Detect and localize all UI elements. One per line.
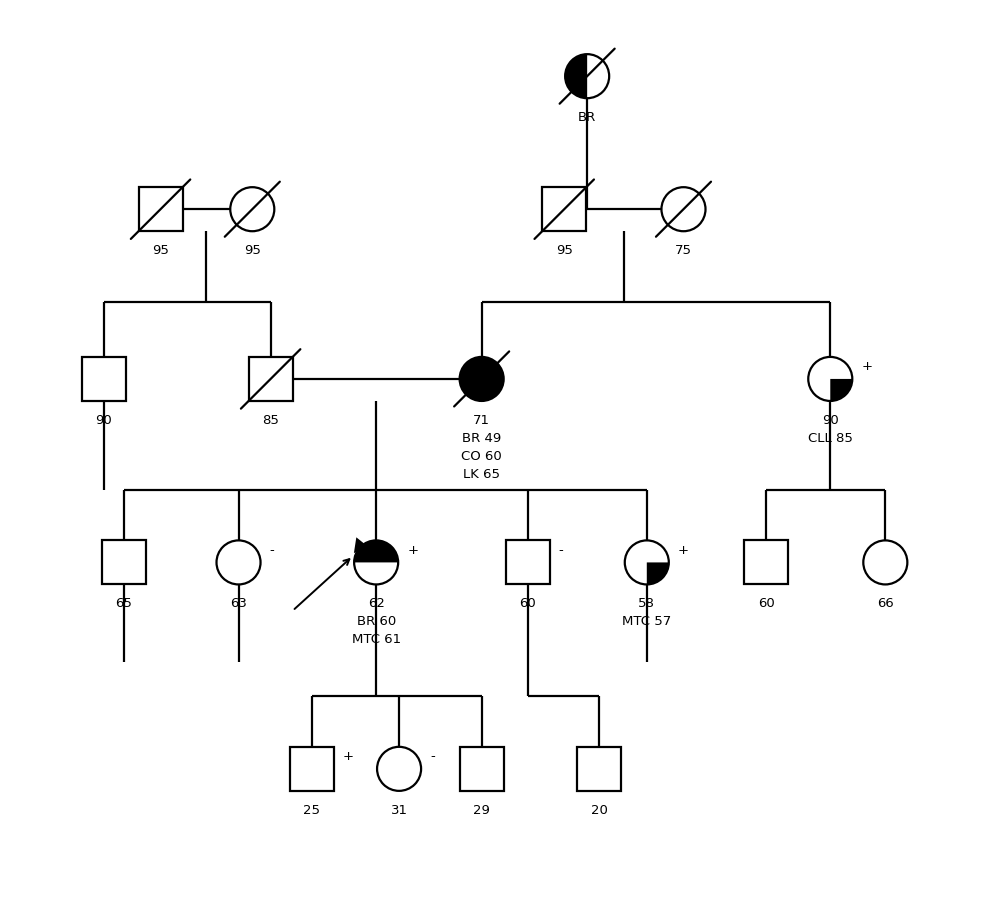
Text: 95: 95 <box>244 244 261 258</box>
Bar <box>744 540 788 584</box>
Text: 60: 60 <box>758 597 774 610</box>
Text: -: - <box>430 750 435 763</box>
Text: BR: BR <box>578 111 596 124</box>
Bar <box>290 747 334 791</box>
Bar <box>506 540 550 584</box>
Text: +: + <box>678 544 689 557</box>
Text: 58
MTC 57: 58 MTC 57 <box>622 597 671 629</box>
Text: 62
BR 60
MTC 61: 62 BR 60 MTC 61 <box>352 597 401 646</box>
Polygon shape <box>354 537 368 553</box>
Polygon shape <box>830 379 852 401</box>
Text: +: + <box>861 360 872 373</box>
Text: +: + <box>343 750 354 763</box>
Text: 60: 60 <box>519 597 536 610</box>
Text: +: + <box>407 544 418 557</box>
Text: 85: 85 <box>262 414 279 426</box>
Text: 71
BR 49
CO 60
LK 65: 71 BR 49 CO 60 LK 65 <box>461 414 502 481</box>
Bar <box>139 187 183 232</box>
Text: 20: 20 <box>591 804 608 817</box>
Circle shape <box>460 357 504 401</box>
Polygon shape <box>647 562 669 584</box>
Text: 63: 63 <box>230 597 247 610</box>
Bar <box>102 540 146 584</box>
Text: 75: 75 <box>675 244 692 258</box>
Text: -: - <box>270 544 274 557</box>
Text: 90: 90 <box>95 414 112 426</box>
Bar <box>542 187 586 232</box>
Bar <box>82 357 126 401</box>
Text: 29: 29 <box>473 804 490 817</box>
Bar <box>577 747 621 791</box>
Text: -: - <box>559 544 563 557</box>
Text: 66: 66 <box>877 597 894 610</box>
Text: 90
CLL 85: 90 CLL 85 <box>808 414 853 445</box>
Text: 31: 31 <box>391 804 408 817</box>
Bar <box>249 357 293 401</box>
Text: 95: 95 <box>152 244 169 258</box>
Bar <box>460 747 504 791</box>
Polygon shape <box>565 54 587 98</box>
Polygon shape <box>354 540 398 562</box>
Text: 65: 65 <box>115 597 132 610</box>
Text: 95: 95 <box>556 244 573 258</box>
Text: 25: 25 <box>303 804 320 817</box>
